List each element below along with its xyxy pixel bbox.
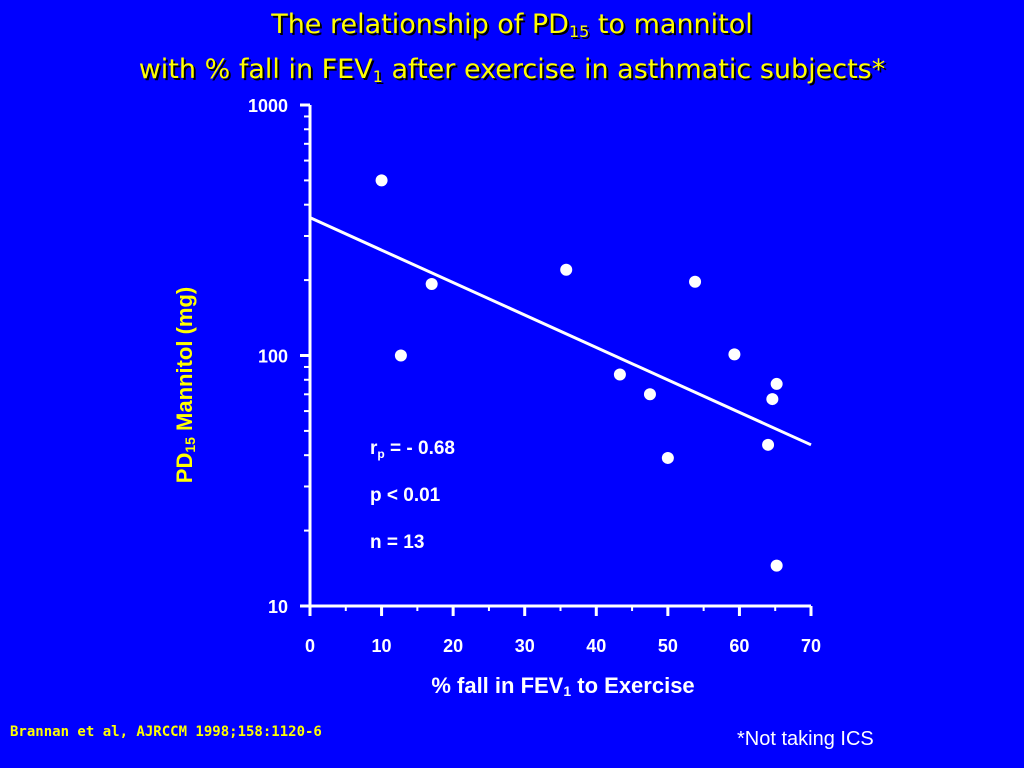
data-point [766, 393, 779, 406]
y-axis-label: PD15 Mannitol (mg) [172, 286, 198, 484]
data-point [425, 277, 438, 290]
data-point [770, 559, 783, 572]
y-tick-label: 100 [258, 347, 288, 367]
x-axis-label: % fall in FEV1 to Exercise [431, 673, 695, 699]
axes: 10 100 1000 0 10 20 30 40 50 60 70 [248, 96, 821, 656]
regression-line-group [309, 216, 812, 447]
data-point [762, 438, 775, 451]
x-tick-label: 60 [729, 636, 749, 656]
data-point [560, 263, 573, 276]
correlation-coefficient: rp = - 0.68 [370, 438, 455, 461]
y-tick-label: 1000 [248, 96, 288, 116]
data-point [375, 174, 388, 187]
data-point [661, 451, 674, 464]
data-point [728, 348, 741, 361]
data-points [375, 174, 783, 572]
x-tick-label: 10 [372, 636, 392, 656]
data-point [643, 388, 656, 401]
sample-size: n = 13 [370, 532, 425, 553]
y-tick-label: 10 [268, 597, 288, 617]
chart-title-line-1: The relationship of PD15 to mannitol [271, 9, 753, 41]
chart-title-line-2: with % fall in FEV1 after exercise in as… [138, 54, 886, 86]
x-tick-label: 0 [305, 636, 315, 656]
footnote: *Not taking ICS [737, 728, 874, 750]
x-tick-label: 30 [515, 636, 535, 656]
x-tick-label: 20 [443, 636, 463, 656]
x-tick-label: 70 [801, 636, 821, 656]
data-point [770, 377, 783, 390]
data-point [689, 275, 702, 288]
data-point [394, 349, 407, 362]
regression-line [309, 216, 812, 447]
x-tick-label: 50 [658, 636, 678, 656]
citation: Brannan et al, AJRCCM 1998;158:1120-6 [10, 724, 322, 740]
p-value: p < 0.01 [370, 485, 441, 506]
data-point [613, 368, 626, 381]
x-tick-label: 40 [586, 636, 606, 656]
